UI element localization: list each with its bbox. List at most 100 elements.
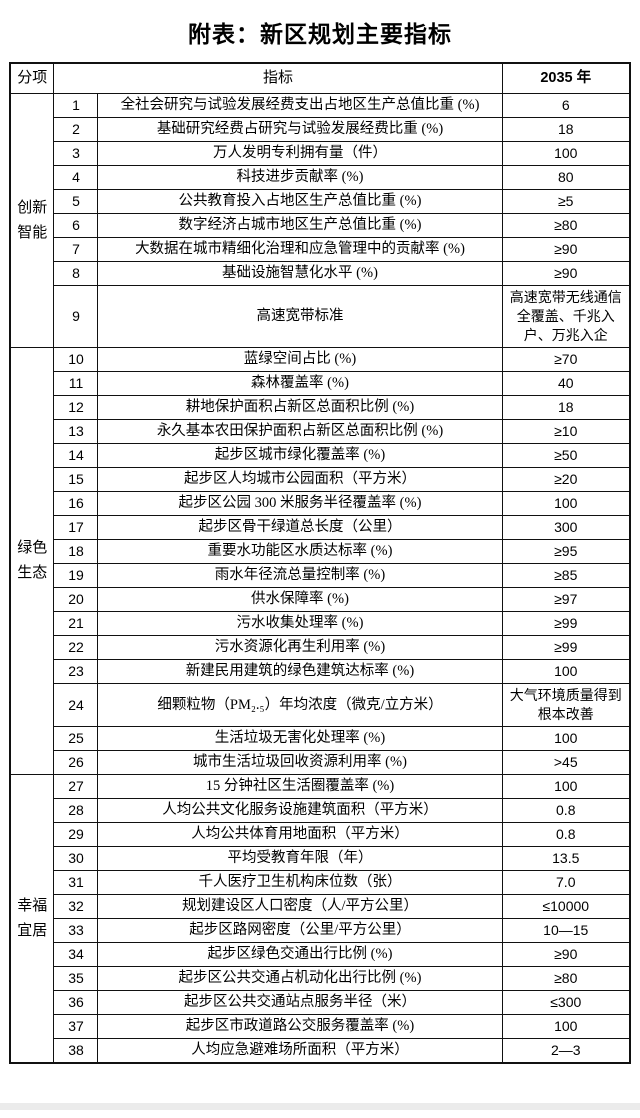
indicator-value: ≤10000 <box>501 894 631 919</box>
indicator-value: ≥85 <box>501 563 631 588</box>
table-row: 21 污水收集处理率 (%) ≥99 <box>10 611 631 636</box>
row-number: 4 <box>53 165 99 190</box>
table-row: 16 起步区公园 300 米服务半径覆盖率 (%) 100 <box>10 491 631 516</box>
row-number: 21 <box>53 611 99 636</box>
table-row: 4 科技进步贡献率 (%) 80 <box>10 165 631 190</box>
table-row: 34 起步区绿色交通出行比例 (%) ≥90 <box>10 942 631 967</box>
table-row: 幸福宜居 27 15 分钟社区生活圈覆盖率 (%) 100 <box>9 774 631 1064</box>
table-row: 38 人均应急避难场所面积（平方米） 2—3 <box>10 1038 631 1064</box>
indicator-value: 高速宽带无线通信全覆盖、千兆入户、万兆入企 <box>501 285 631 348</box>
row-number: 20 <box>53 587 99 612</box>
indicator-value: ≥50 <box>501 443 631 468</box>
indicator-name: 生活垃圾无害化处理率 (%) <box>97 726 503 751</box>
row-number: 8 <box>53 261 99 286</box>
row-number: 30 <box>53 846 99 871</box>
indicator-name: 千人医疗卫生机构床位数（张） <box>97 870 503 895</box>
row-number: 15 <box>53 467 99 492</box>
table-row: 7 大数据在城市精细化治理和应急管理中的贡献率 (%) ≥90 <box>10 237 631 262</box>
indicator-value: ≥90 <box>501 261 631 286</box>
indicator-value: ≥20 <box>501 467 631 492</box>
row-number: 13 <box>53 419 99 444</box>
indicator-value: ≥99 <box>501 611 631 636</box>
indicator-name: 森林覆盖率 (%) <box>97 371 503 396</box>
indicator-value: 100 <box>501 659 631 684</box>
row-number: 7 <box>53 237 99 262</box>
indicator-name: 人均公共体育用地面积（平方米） <box>97 822 503 847</box>
indicator-name: 基础研究经费占研究与试验发展经费比重 (%) <box>97 117 503 142</box>
indicator-name: 起步区公共交通占机动化出行比例 (%) <box>97 966 503 991</box>
indicator-value: 0.8 <box>501 798 631 823</box>
indicator-name: 起步区公共交通站点服务半径（米） <box>97 990 503 1015</box>
table-row: 19 雨水年径流总量控制率 (%) ≥85 <box>10 563 631 588</box>
indicator-name: 新建民用建筑的绿色建筑达标率 (%) <box>97 659 503 684</box>
indicator-value: 100 <box>501 774 631 799</box>
table-row: 26 城市生活垃圾回收资源利用率 (%) >45 <box>10 750 631 775</box>
table-row: 12 耕地保护面积占新区总面积比例 (%) 18 <box>10 395 631 420</box>
row-number: 35 <box>53 966 99 991</box>
indicator-name: 起步区人均城市公园面积（平方米） <box>97 467 503 492</box>
table-row: 23 新建民用建筑的绿色建筑达标率 (%) 100 <box>10 659 631 684</box>
table-row: 3 万人发明专利拥有量（件） 100 <box>10 141 631 166</box>
category-cell: 绿色生态 <box>9 347 55 775</box>
indicator-value: 100 <box>501 491 631 516</box>
row-number: 16 <box>53 491 99 516</box>
row-number: 11 <box>53 371 99 396</box>
indicator-name: 大数据在城市精细化治理和应急管理中的贡献率 (%) <box>97 237 503 262</box>
row-number: 24 <box>53 683 99 727</box>
table-row: 28 人均公共文化服务设施建筑面积（平方米） 0.8 <box>10 798 631 823</box>
indicator-name: 科技进步贡献率 (%) <box>97 165 503 190</box>
category-cell: 幸福宜居 <box>9 774 55 1064</box>
row-number: 23 <box>53 659 99 684</box>
indicator-name: 万人发明专利拥有量（件） <box>97 141 503 166</box>
category-cell: 创新智能 <box>9 93 55 348</box>
indicator-value: ≥70 <box>501 347 631 372</box>
indicator-value: ≥5 <box>501 189 631 214</box>
indicator-value: >45 <box>501 750 631 775</box>
row-number: 14 <box>53 443 99 468</box>
indicator-name: 细颗粒物（PM₂.₅）年均浓度（微克/立方米） <box>97 683 503 727</box>
row-number: 12 <box>53 395 99 420</box>
table-row: 11 森林覆盖率 (%) 40 <box>10 371 631 396</box>
header-row: 分项 指标 2035 年 <box>9 62 631 94</box>
indicator-value: ≥97 <box>501 587 631 612</box>
table-row: 9 高速宽带标准 高速宽带无线通信全覆盖、千兆入户、万兆入企 <box>10 285 631 348</box>
row-number: 10 <box>53 347 99 372</box>
table-row: 8 基础设施智慧化水平 (%) ≥90 <box>10 261 631 286</box>
row-number: 36 <box>53 990 99 1015</box>
row-number: 3 <box>53 141 99 166</box>
row-number: 1 <box>53 93 99 118</box>
table-row: 37 起步区市政道路公交服务覆盖率 (%) 100 <box>10 1014 631 1039</box>
indicator-name: 高速宽带标准 <box>97 285 503 348</box>
row-number: 22 <box>53 635 99 660</box>
indicator-name: 起步区骨干绿道总长度（公里） <box>97 515 503 540</box>
table-row: 31 千人医疗卫生机构床位数（张） 7.0 <box>10 870 631 895</box>
table-row: 24 细颗粒物（PM₂.₅）年均浓度（微克/立方米） 大气环境质量得到根本改善 <box>10 683 631 727</box>
indicator-name: 平均受教育年限（年） <box>97 846 503 871</box>
indicator-name: 规划建设区人口密度（人/平方公里） <box>97 894 503 919</box>
indicator-value: 40 <box>501 371 631 396</box>
row-number: 32 <box>53 894 99 919</box>
row-number: 33 <box>53 918 99 943</box>
header-year: 2035 年 <box>501 62 631 94</box>
indicator-name: 永久基本农田保护面积占新区总面积比例 (%) <box>97 419 503 444</box>
row-number: 6 <box>53 213 99 238</box>
indicator-value: ≤300 <box>501 990 631 1015</box>
indicator-name: 耕地保护面积占新区总面积比例 (%) <box>97 395 503 420</box>
indicator-value: 13.5 <box>501 846 631 871</box>
indicator-value: ≥99 <box>501 635 631 660</box>
footer-divider <box>0 1103 640 1110</box>
table-body: 创新智能 1 全社会研究与试验发展经费支出占地区生产总值比重 (%) 6 2 基础研究经费… <box>9 93 631 1064</box>
indicator-value: ≥90 <box>501 237 631 262</box>
table-row: 2 基础研究经费占研究与试验发展经费比重 (%) 18 <box>10 117 631 142</box>
indicator-value: 7.0 <box>501 870 631 895</box>
row-number: 34 <box>53 942 99 967</box>
table-row: 17 起步区骨干绿道总长度（公里） 300 <box>10 515 631 540</box>
table-row: 22 污水资源化再生利用率 (%) ≥99 <box>10 635 631 660</box>
row-number: 19 <box>53 563 99 588</box>
indicator-name: 重要水功能区水质达标率 (%) <box>97 539 503 564</box>
row-number: 9 <box>53 285 99 348</box>
header-category: 分项 <box>9 62 55 94</box>
table-header: 分项 指标 2035 年 <box>9 62 631 94</box>
indicator-name: 起步区城市绿化覆盖率 (%) <box>97 443 503 468</box>
indicator-name: 蓝绿空间占比 (%) <box>97 347 503 372</box>
